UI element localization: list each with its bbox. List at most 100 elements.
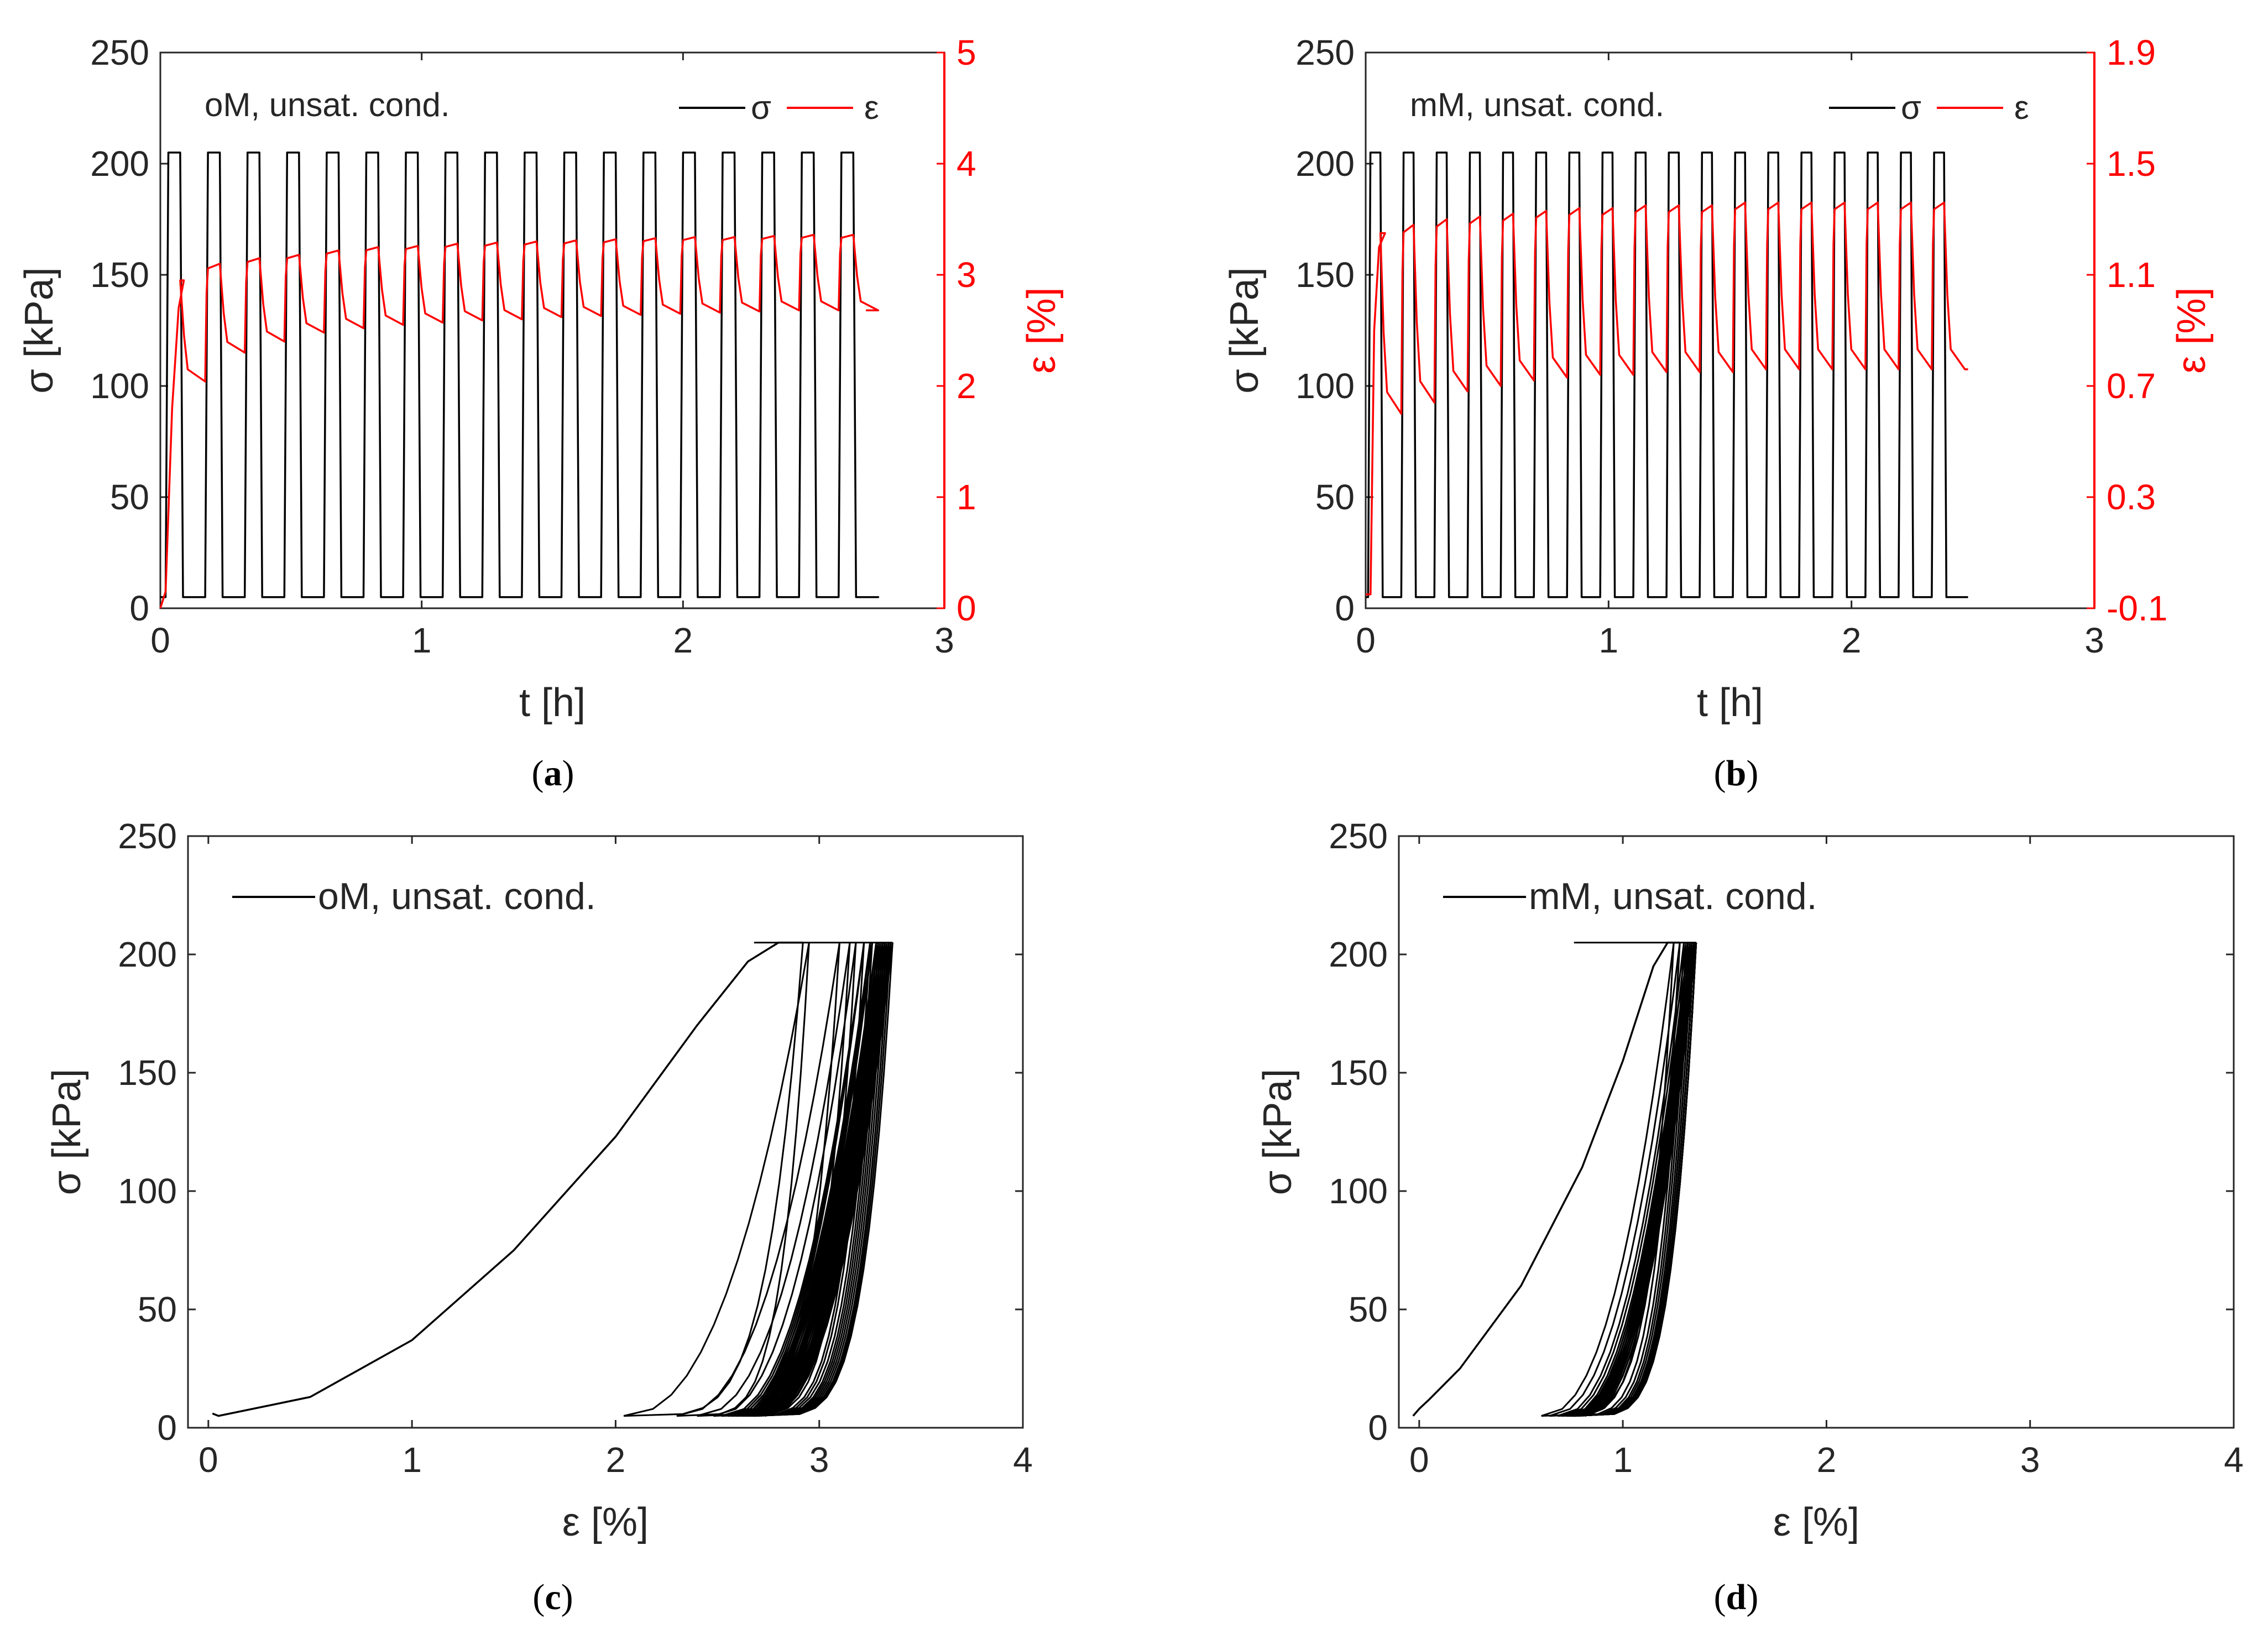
y-tick-label: 50: [138, 1290, 177, 1329]
hysteresis-loop: [623, 942, 810, 1417]
panel-annotation: oM, unsat. cond.: [205, 86, 450, 123]
x-axis-label: t [h]: [519, 681, 586, 725]
x-tick-label: 4: [1013, 1440, 1033, 1480]
hysteresis-loop: [1574, 942, 1697, 1417]
hysteresis-loop-branch: [1585, 942, 1697, 1417]
caption-paren-close: ): [1746, 1577, 1758, 1617]
x-tick-label: 2: [1817, 1440, 1837, 1480]
hysteresis-loop: [1565, 942, 1689, 1417]
x-tick-label: 3: [2020, 1440, 2040, 1480]
x-axis-label: t [h]: [1697, 681, 1763, 725]
caption-letter: b: [1726, 753, 1747, 793]
y-tick-label: 50: [1315, 477, 1355, 517]
y-tick-label: 150: [118, 1053, 177, 1093]
y2-tick-label: 1.5: [2107, 144, 2156, 184]
panel-caption-b: (b): [1714, 753, 1759, 793]
x-tick-label: 1: [412, 620, 432, 660]
y2-tick-label: 4: [957, 144, 976, 184]
legend-label-stress: σ: [751, 89, 771, 126]
x-tick-label: 0: [198, 1440, 218, 1480]
y-tick-label: 250: [1295, 33, 1355, 72]
y2-axis-label: ε [%]: [2170, 287, 2214, 373]
x-tick-label: 2: [606, 1440, 626, 1480]
plot-area-a: [159, 51, 945, 609]
caption-paren-open: (: [532, 1577, 545, 1617]
y2-tick-label: 1: [957, 477, 976, 517]
x-axis-label: ε [%]: [1773, 1500, 1859, 1544]
y-tick-label: 200: [118, 935, 177, 974]
caption-paren-close: ): [562, 753, 574, 793]
plot-area-d: [1398, 835, 2235, 1429]
y2-tick-label: 0.7: [2107, 366, 2156, 406]
hysteresis-loop: [1561, 942, 1687, 1417]
x-tick-label: 2: [673, 620, 693, 660]
x-tick-label: 3: [2084, 620, 2104, 660]
y-tick-label: 100: [90, 366, 149, 406]
y2-axis-label: ε [%]: [1020, 287, 1064, 373]
x-tick-label: 0: [1356, 620, 1376, 660]
chart-panel-d: 0 1 2 3 4 0 50 100 150 200 250 σ [kPa] ε [%] mM, unsa…: [1256, 816, 2244, 1617]
x-tick-label: 0: [1409, 1440, 1429, 1480]
y-tick-label: 250: [90, 33, 149, 72]
x-tick-label: 0: [150, 620, 170, 660]
legend-label-stress: σ: [1901, 89, 1921, 126]
y-axis-label: σ [kPa]: [1256, 1069, 1300, 1196]
y2-tick-label: 0: [957, 588, 976, 628]
y-tick-label: 0: [157, 1408, 177, 1448]
panel-caption-d: (d): [1714, 1577, 1759, 1617]
plot-area-b: [1365, 51, 2095, 609]
x-tick-label: 2: [1842, 620, 1862, 660]
y-tick-label: 0: [1368, 1408, 1388, 1448]
caption-paren-open: (: [1714, 753, 1726, 793]
hysteresis-loop: [737, 942, 879, 1417]
x-tick-label: 4: [2224, 1440, 2244, 1480]
plot-area-c: [187, 835, 1024, 1429]
hysteresis-loop: [745, 942, 886, 1417]
legend-label: oM, unsat. cond.: [318, 875, 596, 917]
hysteresis-loop: [1567, 942, 1691, 1417]
panel-caption-c: (c): [532, 1577, 573, 1617]
caption-paren-open: (: [532, 753, 544, 793]
legend-label: mM, unsat. cond.: [1529, 875, 1817, 917]
y-axis-label: σ [kPa]: [45, 1069, 89, 1196]
hysteresis-loop: [676, 942, 840, 1417]
y2-tick-label: 1.9: [2107, 33, 2156, 72]
y-tick-label: 200: [1329, 935, 1388, 974]
x-axis-label: ε [%]: [562, 1500, 649, 1544]
caption-paren-open: (: [1714, 1577, 1726, 1617]
y-tick-label: 150: [1329, 1053, 1388, 1093]
x-tick-label: 1: [1599, 620, 1619, 660]
y-tick-label: 200: [1295, 144, 1355, 184]
y-tick-label: 150: [1295, 255, 1355, 295]
caption-paren-close: ): [1746, 753, 1758, 793]
legend-label-strain: ε: [864, 89, 879, 126]
series-line-strain: [1366, 201, 1968, 596]
chart-panel-c: 0 1 2 3 4 0 50 100 150 200 250 σ [kPa] ε [%] oM, unsa…: [45, 816, 1033, 1617]
initial-loading-curve: [212, 941, 803, 1417]
y-tick-label: 100: [1295, 366, 1355, 406]
y-tick-label: 100: [1329, 1171, 1388, 1211]
y-tick-label: 150: [90, 255, 149, 295]
y-tick-label: 0: [129, 588, 149, 628]
x-tick-label: 3: [809, 1440, 829, 1480]
series-line-stress: [160, 152, 880, 598]
x-tick-label: 3: [934, 620, 954, 660]
y-axis-label: σ [kPa]: [17, 267, 61, 394]
caption-paren-close: ): [561, 1577, 573, 1617]
y-axis-label: σ [kPa]: [1222, 267, 1267, 394]
chart-panel-b: 0 1 2 3 0 50 100 150 200 250 σ [kPa] t [h] -0.1 0.3 0.…: [1222, 33, 2214, 793]
panel-caption-a: (a): [532, 753, 574, 793]
y-tick-label: 50: [110, 477, 149, 517]
caption-letter: a: [544, 753, 562, 793]
caption-letter: d: [1726, 1577, 1747, 1617]
initial-loading-curve: [1412, 941, 1680, 1417]
y-tick-label: 250: [1329, 816, 1388, 856]
y-tick-label: 100: [118, 1171, 177, 1211]
y2-tick-label: 3: [957, 255, 976, 295]
y2-tick-label: 0.3: [2107, 477, 2156, 517]
y2-tick-label: -0.1: [2107, 588, 2167, 628]
hysteresis-loop: [743, 942, 884, 1417]
y-tick-label: 250: [118, 816, 177, 856]
